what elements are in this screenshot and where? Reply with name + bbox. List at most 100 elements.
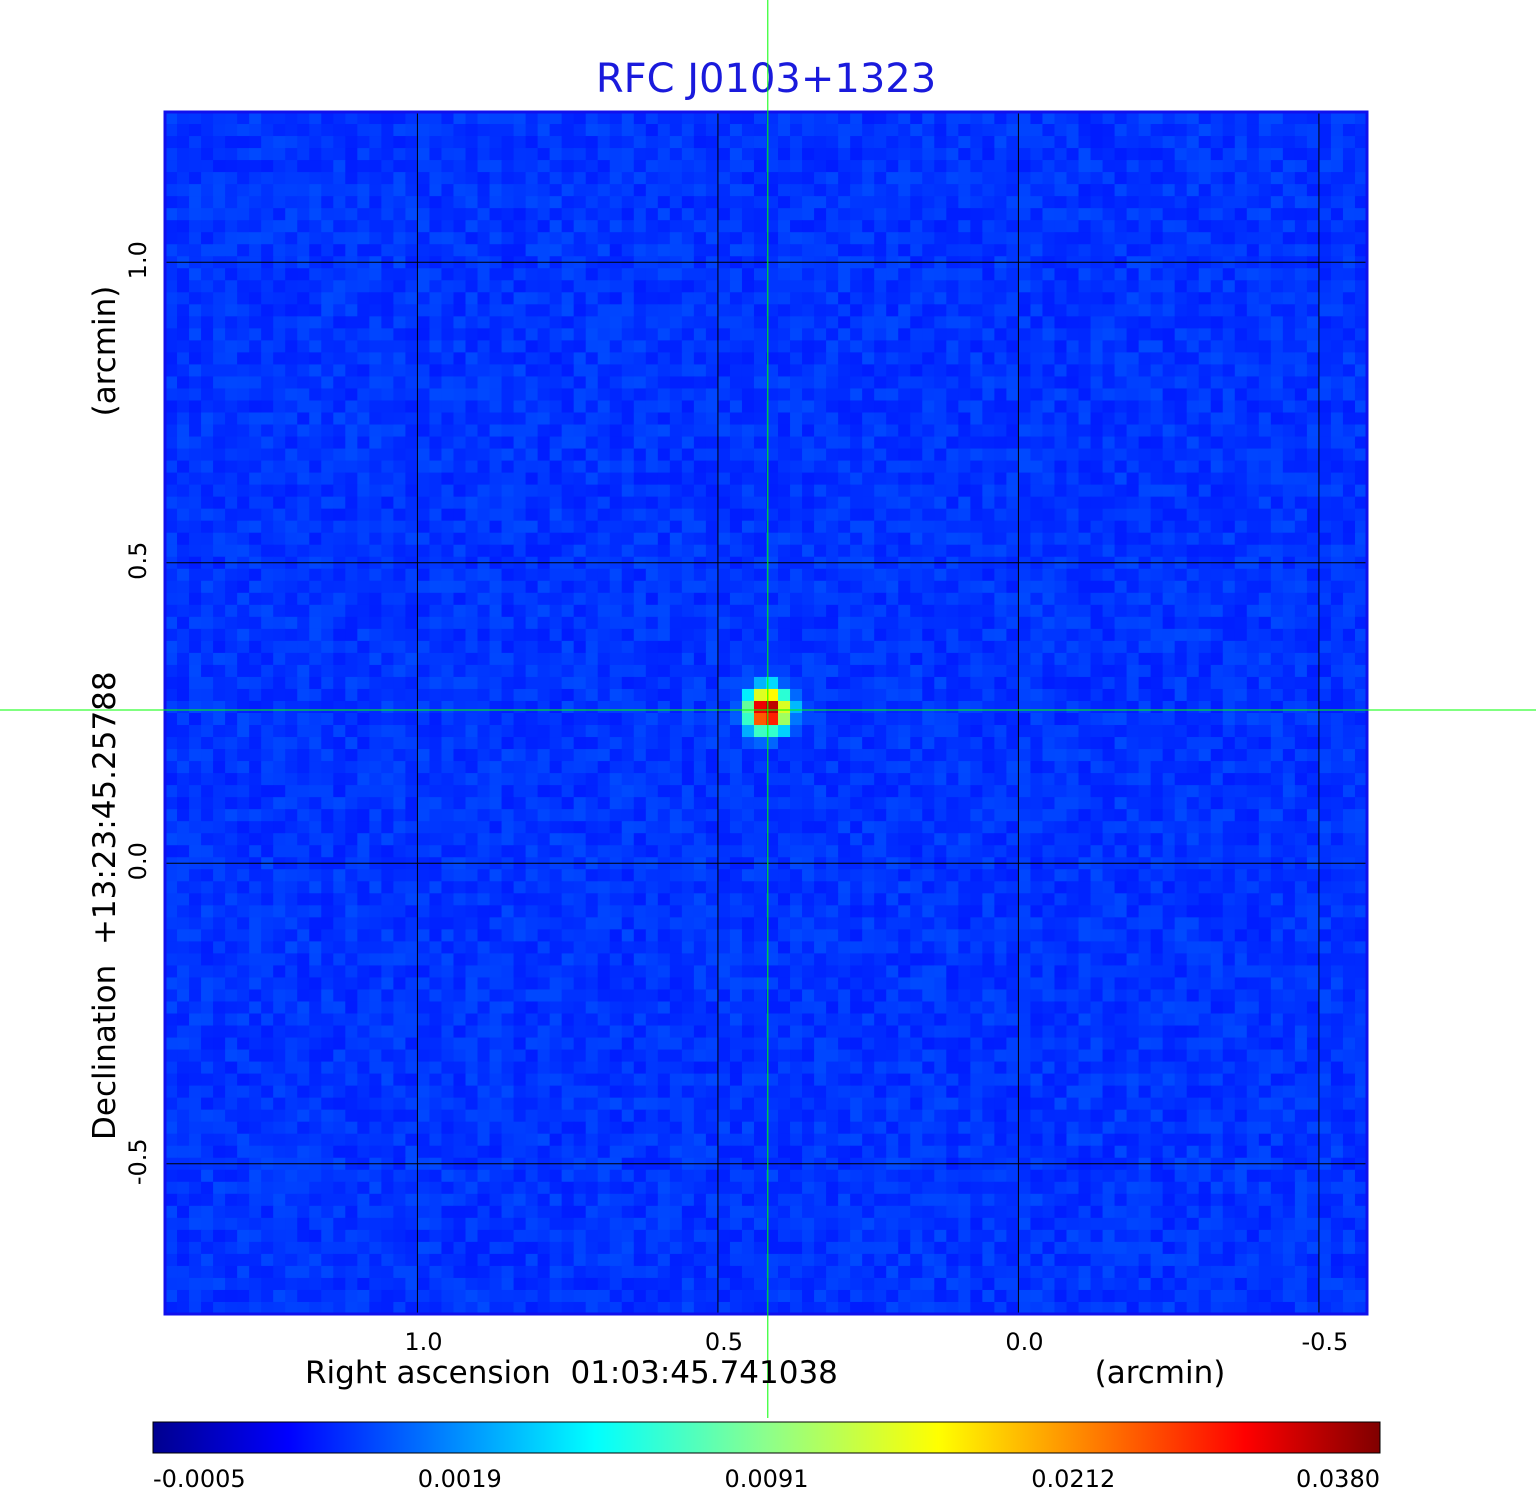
heatmap-cell	[934, 592, 947, 606]
heatmap-cell	[537, 448, 551, 462]
heatmap-cell	[1294, 520, 1308, 534]
heatmap-cell	[405, 508, 419, 522]
heatmap-cell	[501, 388, 515, 402]
heatmap-cell	[753, 244, 767, 257]
heatmap-cell	[922, 664, 935, 678]
heatmap-cell	[826, 112, 839, 125]
heatmap-cell	[1018, 220, 1032, 233]
heatmap-cell	[537, 424, 551, 438]
heatmap-cell	[609, 652, 623, 666]
heatmap-cell	[177, 220, 190, 233]
heatmap-cell	[802, 340, 815, 353]
heatmap-cell	[597, 652, 611, 666]
heatmap-cell	[1162, 364, 1176, 378]
heatmap-cell	[477, 388, 491, 402]
heatmap-cell	[1090, 280, 1104, 293]
heatmap-cell	[549, 496, 563, 510]
heatmap-cell	[201, 400, 214, 414]
heatmap-cell	[778, 184, 791, 197]
heatmap-cell	[741, 136, 755, 149]
heatmap-cell	[165, 472, 178, 486]
heatmap-cell	[417, 436, 431, 450]
heatmap-cell	[898, 412, 911, 426]
heatmap-cell	[681, 112, 695, 125]
heatmap-cell	[994, 376, 1007, 390]
heatmap-cell	[1054, 472, 1068, 486]
heatmap-cell	[345, 184, 358, 197]
heatmap-cell	[958, 388, 971, 402]
heatmap-cell	[405, 304, 419, 317]
heatmap-cell	[1174, 460, 1188, 474]
heatmap-cell	[681, 448, 695, 462]
heatmap-cell	[693, 460, 707, 474]
heatmap-cell	[717, 172, 731, 185]
heatmap-cell	[1066, 676, 1080, 690]
heatmap-cell	[621, 112, 635, 125]
heatmap-cell	[1114, 340, 1128, 353]
heatmap-cell	[705, 184, 719, 197]
heatmap-cell	[922, 436, 935, 450]
heatmap-cell	[838, 472, 851, 486]
heatmap-cell	[778, 304, 791, 317]
heatmap-cell	[489, 652, 503, 666]
heatmap-cell	[778, 640, 791, 654]
heatmap-cell	[790, 448, 803, 462]
heatmap-cell	[1354, 208, 1367, 221]
heatmap-cell	[826, 472, 839, 486]
heatmap-cell	[1198, 412, 1212, 426]
heatmap-cell	[705, 700, 719, 714]
heatmap-cell	[585, 184, 599, 197]
heatmap-cell	[621, 640, 635, 654]
heatmap-cell	[802, 364, 815, 378]
heatmap-cell	[1354, 508, 1367, 522]
heatmap-cell	[838, 592, 851, 606]
heatmap-cell	[717, 472, 731, 486]
heatmap-cell	[1054, 196, 1068, 209]
heatmap-cell	[441, 580, 455, 594]
heatmap-cell	[790, 136, 803, 149]
heatmap-cell	[1162, 232, 1176, 245]
heatmap-cell	[910, 172, 923, 185]
heatmap-cell	[1006, 412, 1020, 426]
heatmap-cell	[585, 496, 599, 510]
heatmap-cell	[597, 568, 611, 582]
heatmap-cell	[705, 232, 719, 245]
heatmap-cell	[1210, 496, 1224, 510]
heatmap-cell	[1006, 304, 1020, 317]
heatmap-cell	[1282, 580, 1296, 594]
heatmap-cell	[405, 184, 419, 197]
heatmap-cell	[609, 340, 623, 353]
heatmap-cell	[357, 196, 370, 209]
heatmap-cell	[669, 448, 683, 462]
heatmap-cell	[1174, 436, 1188, 450]
heatmap-cell	[441, 424, 455, 438]
heatmap-cell	[189, 616, 202, 630]
heatmap-cell	[189, 700, 202, 714]
heatmap-cell	[1198, 628, 1212, 642]
heatmap-cell	[345, 136, 358, 149]
heatmap-cell	[1150, 700, 1164, 714]
heatmap-cell	[177, 208, 190, 221]
heatmap-cell	[381, 352, 394, 366]
heatmap-cell	[1054, 136, 1068, 149]
heatmap-cell	[826, 484, 839, 498]
heatmap-cell	[225, 316, 238, 329]
heatmap-cell	[321, 340, 334, 353]
heatmap-cell	[1210, 376, 1224, 390]
heatmap-cell	[465, 592, 479, 606]
heatmap-cell	[333, 700, 346, 714]
heatmap-cell	[597, 460, 611, 474]
heatmap-cell	[922, 328, 935, 341]
heatmap-cell	[982, 388, 995, 402]
heatmap-cell	[886, 172, 899, 185]
heatmap-cell	[273, 184, 286, 197]
heatmap-cell	[1054, 604, 1068, 618]
heatmap-cell	[994, 328, 1007, 341]
heatmap-cell	[802, 508, 815, 522]
heatmap-cell	[1066, 604, 1080, 618]
heatmap-cell	[285, 184, 298, 197]
heatmap-cell	[1222, 376, 1236, 390]
heatmap-cell	[573, 424, 587, 438]
heatmap-cell	[381, 592, 394, 606]
heatmap-cell	[1150, 412, 1164, 426]
